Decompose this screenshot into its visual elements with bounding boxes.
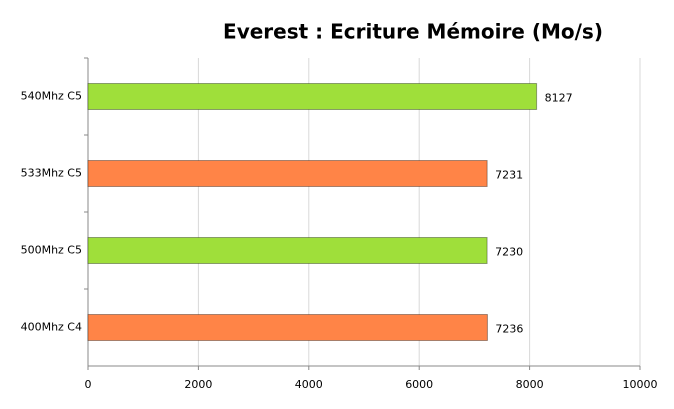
bar (87, 83, 538, 110)
x-tick-label: 6000 (405, 378, 433, 391)
x-tick-label: 8000 (516, 378, 544, 391)
x-tick-label: 0 (85, 378, 92, 391)
x-tick-label: 2000 (184, 378, 212, 391)
x-tick-label: 4000 (295, 378, 323, 391)
y-tick-label: 500Mhz C5 (21, 244, 82, 257)
value-label: 8127 (545, 92, 573, 105)
bar (87, 314, 488, 341)
chart-title: Everest : Ecriture Mémoire (Mo/s) (223, 20, 603, 44)
value-label: 7231 (495, 169, 523, 182)
value-label: 7236 (495, 323, 523, 336)
x-tick-label: 10000 (623, 378, 658, 391)
bar (87, 160, 488, 187)
y-tick-label: 400Mhz C4 (21, 321, 82, 334)
y-tick-label: 540Mhz C5 (21, 90, 82, 103)
value-label: 7230 (495, 246, 523, 259)
y-tick-label: 533Mhz C5 (21, 167, 82, 180)
bar (87, 237, 488, 264)
